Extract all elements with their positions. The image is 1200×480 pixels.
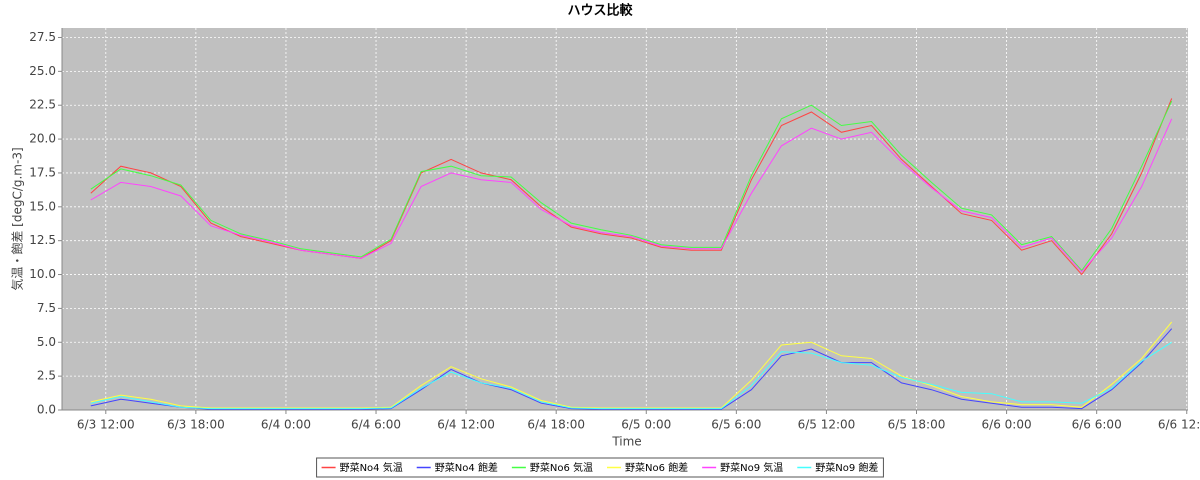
x-tick-label: 6/4 12:00 xyxy=(437,418,495,432)
y-tick-label: 2.5 xyxy=(37,369,56,383)
legend-label: 野菜No9 飽差 xyxy=(815,461,878,474)
x-tick-label: 6/5 12:00 xyxy=(798,418,856,432)
series-line xyxy=(90,100,1173,272)
y-tick-label: 17.5 xyxy=(29,165,56,179)
y-tick-label: 10.0 xyxy=(29,267,56,281)
legend-label: 野菜No6 気温 xyxy=(530,461,593,474)
x-tick-label: 6/4 6:00 xyxy=(351,418,401,432)
legend-label: 野菜No4 飽差 xyxy=(435,461,498,474)
y-tick-label: 0.0 xyxy=(37,403,56,417)
legend-item: 野菜No9 気温 xyxy=(702,461,783,474)
x-tick-label: 6/6 12:00 xyxy=(1158,418,1200,432)
x-axis-label: Time xyxy=(611,435,641,449)
x-tick-label: 6/3 12:00 xyxy=(77,418,135,432)
series-line xyxy=(90,328,1173,410)
legend: 野菜No4 気温 野菜No4 飽差 野菜No6 気温 野菜No6 飽差 野菜No9 気温… xyxy=(316,457,884,478)
series-line xyxy=(90,118,1173,273)
x-tick-label: 6/4 18:00 xyxy=(527,418,585,432)
chart-title: ハウス比較 xyxy=(567,3,633,19)
y-tick-label: 12.5 xyxy=(29,233,56,247)
y-tick-label: 7.5 xyxy=(37,301,56,315)
legend-label: 野菜No4 気温 xyxy=(340,461,403,474)
legend-item: 野菜No6 気温 xyxy=(511,461,593,474)
y-tick-label: 27.5 xyxy=(29,30,56,44)
legend-label: 野菜No9 気温 xyxy=(720,461,783,474)
series-line xyxy=(90,98,1173,276)
legend-item: 野菜No4 飽差 xyxy=(416,461,498,474)
y-tick-label: 20.0 xyxy=(29,132,56,146)
series-line xyxy=(90,321,1173,409)
x-tick-label: 6/4 0:00 xyxy=(261,418,311,432)
legend-item: 野菜No4 気温 xyxy=(321,461,403,474)
x-tick-label: 6/6 6:00 xyxy=(1072,418,1122,432)
legend-item: 野菜No6 飽差 xyxy=(607,461,688,474)
y-tick-label: 22.5 xyxy=(29,98,56,112)
x-tick-label: 6/3 18:00 xyxy=(167,418,225,432)
x-tick-label: 6/5 0:00 xyxy=(621,418,671,432)
y-tick-label: 5.0 xyxy=(37,335,56,349)
x-tick-label: 6/5 18:00 xyxy=(888,418,946,432)
legend-label: 野菜No6 飽差 xyxy=(625,461,688,474)
legend-box xyxy=(316,457,884,478)
series-line xyxy=(90,341,1172,410)
x-tick-label: 6/5 6:00 xyxy=(711,418,761,432)
y-tick-label: 15.0 xyxy=(29,199,56,213)
y-axis-label: 気温・飽差 [degC/g.m-3] xyxy=(10,147,25,290)
legend-item: 野菜No9 飽差 xyxy=(797,461,878,474)
y-tick-label: 25.0 xyxy=(29,64,56,78)
plot-area xyxy=(62,28,1188,410)
x-tick-label: 6/6 0:00 xyxy=(982,418,1032,432)
